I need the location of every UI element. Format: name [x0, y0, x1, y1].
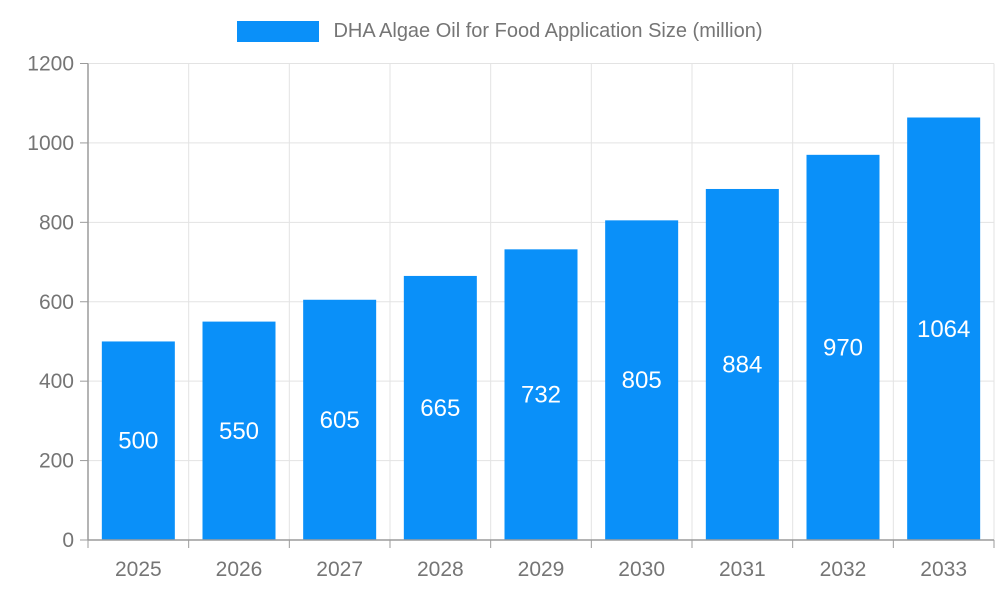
- legend-swatch-icon: [237, 21, 320, 42]
- x-tick-label: 2030: [618, 558, 665, 581]
- bar-value-label: 665: [420, 395, 460, 422]
- bar-2031: [705, 188, 779, 540]
- x-tick-label: 2028: [417, 558, 464, 581]
- x-tick-label: 2025: [115, 558, 162, 581]
- y-tick-label: 200: [39, 450, 74, 473]
- bar-2027: [303, 299, 377, 540]
- legend[interactable]: DHA Algae Oil for Food Application Size …: [0, 20, 1000, 43]
- bar-2032: [806, 154, 880, 540]
- bar-value-label: 884: [722, 351, 762, 378]
- y-tick-label: 800: [39, 211, 74, 234]
- x-tick-label: 2026: [216, 558, 263, 581]
- bar-value-label: 550: [219, 418, 259, 445]
- bar-2028: [403, 275, 477, 540]
- x-tick-label: 2033: [920, 558, 967, 581]
- y-tick-label: 1000: [27, 132, 74, 155]
- bar-value-label: 805: [622, 367, 662, 394]
- bar-value-label: 500: [118, 428, 158, 455]
- bar-value-label: 732: [521, 382, 561, 409]
- y-tick-label: 0: [62, 529, 74, 552]
- x-tick-label: 2031: [719, 558, 766, 581]
- x-tick-label: 2027: [316, 558, 363, 581]
- bar-2025: [101, 341, 175, 540]
- x-tick-label: 2032: [820, 558, 867, 581]
- y-tick-label: 1200: [27, 53, 74, 76]
- y-tick-label: 600: [39, 291, 74, 314]
- legend-label: DHA Algae Oil for Food Application Size …: [333, 20, 763, 42]
- x-tick-label: 2029: [518, 558, 565, 581]
- y-tick-label: 400: [39, 370, 74, 393]
- bar-2030: [605, 220, 679, 541]
- bar-value-label: 1064: [917, 316, 970, 343]
- bar-2026: [202, 321, 276, 540]
- bar-value-label: 605: [320, 407, 360, 434]
- bar-value-label: 970: [823, 334, 863, 361]
- bar-2029: [504, 249, 578, 540]
- bar-2033: [907, 117, 981, 541]
